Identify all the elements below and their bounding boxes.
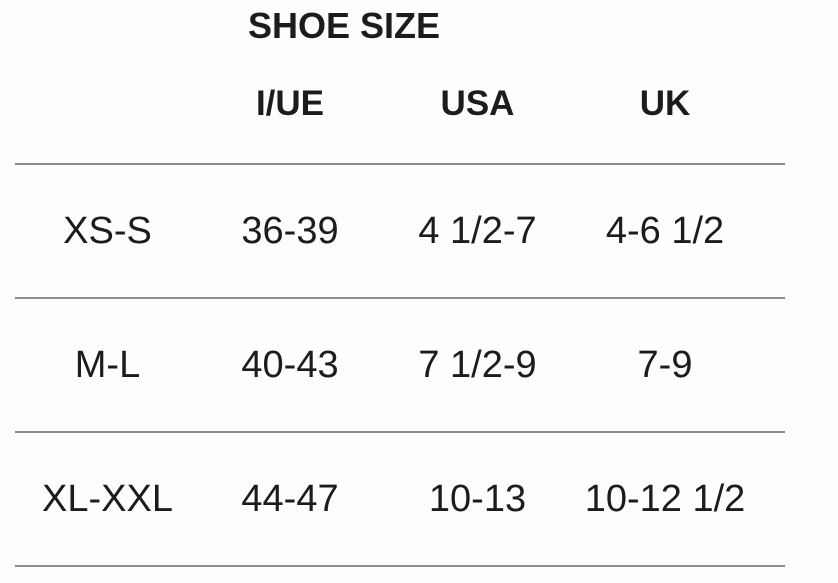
cell-uk: 4-6 1/2 xyxy=(605,209,725,252)
cell-usa: 4 1/2-7 xyxy=(418,209,537,252)
header-uk: UK xyxy=(639,83,691,123)
table-row: XS-S 36-39 4 1/2-7 4-6 1/2 xyxy=(15,165,785,299)
header-row: I/UE USA UK xyxy=(15,44,785,165)
shoe-size-chart: SHOE SIZE I/UE USA UK XS-S 36-39 4 1/2-7… xyxy=(15,0,785,567)
cell-usa: 7 1/2-9 xyxy=(418,343,537,386)
row-label: M-L xyxy=(74,343,141,386)
cell-iue: 36-39 xyxy=(241,209,339,252)
cell-iue: 40-43 xyxy=(241,343,339,386)
header-iue: I/UE xyxy=(255,83,325,123)
table-row: XL-XXL 44-47 10-13 10-12 1/2 xyxy=(15,433,785,567)
cell-usa: 10-13 xyxy=(428,477,527,520)
row-label: XL-XXL xyxy=(42,477,173,520)
chart-title: SHOE SIZE xyxy=(248,5,441,46)
cell-uk: 7-9 xyxy=(637,343,693,386)
cell-iue: 44-47 xyxy=(241,477,339,520)
row-label: XS-S xyxy=(63,209,152,252)
cell-uk: 10-12 1/2 xyxy=(584,477,746,520)
table-row: M-L 40-43 7 1/2-9 7-9 xyxy=(15,299,785,433)
header-usa: USA xyxy=(440,83,515,123)
